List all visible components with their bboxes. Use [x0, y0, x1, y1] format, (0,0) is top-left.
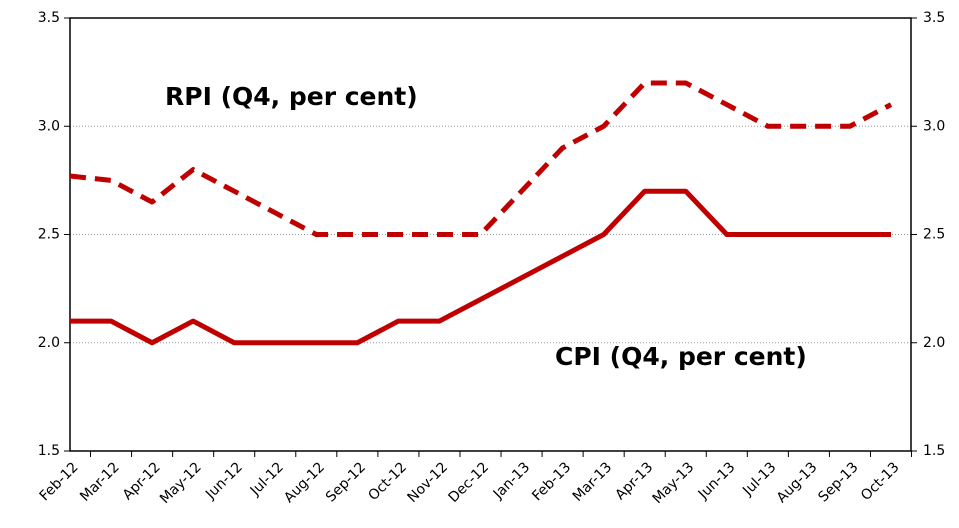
x-tick-label: Jan-13: [490, 459, 533, 502]
y2-tick-label: 2.5: [923, 227, 945, 243]
y-tick-label: 3.0: [38, 118, 60, 134]
x-tick-label: Jul-12: [247, 459, 287, 499]
series-line: [70, 188, 891, 346]
series-line: [69, 80, 893, 237]
x-tick-label: Jul-13: [739, 459, 779, 499]
y2-tick-label: 2.0: [923, 335, 945, 351]
y-tick-label: 1.5: [38, 443, 60, 459]
x-tick-label: Feb-12: [37, 459, 82, 504]
y2-tick-label: 1.5: [923, 443, 945, 459]
x-tick-label: May-12: [157, 459, 205, 507]
x-tick-label: Nov-12: [405, 459, 452, 506]
series-label: RPI (Q4, per cent): [165, 82, 418, 111]
x-tick-label: Mar-12: [77, 459, 123, 505]
y2-tick-label: 3.5: [923, 10, 945, 26]
y-tick-label: 2.0: [38, 335, 60, 351]
y-tick-label: 3.5: [38, 10, 60, 26]
series-label: CPI (Q4, per cent): [555, 342, 807, 371]
x-tick-label: Aug-12: [281, 459, 328, 506]
x-tick-label: Oct-12: [365, 459, 410, 504]
x-tick-label: Dec-12: [446, 459, 493, 506]
x-tick-label: Sep-13: [815, 459, 861, 505]
y-tick-label: 2.5: [38, 227, 60, 243]
x-tick-label: Mar-13: [570, 459, 616, 505]
x-tick-label: Oct-13: [858, 459, 903, 504]
x-tick-label: May-13: [650, 459, 698, 507]
y2-tick-label: 3.0: [923, 118, 945, 134]
x-tick-label: Jun-12: [202, 459, 246, 503]
x-tick-label: Feb-13: [529, 459, 574, 504]
x-tick-label: Aug-13: [774, 459, 821, 506]
x-tick-label: Sep-12: [323, 459, 369, 505]
plot-frame: [69, 17, 912, 452]
x-tick-label: Jun-13: [695, 459, 739, 503]
